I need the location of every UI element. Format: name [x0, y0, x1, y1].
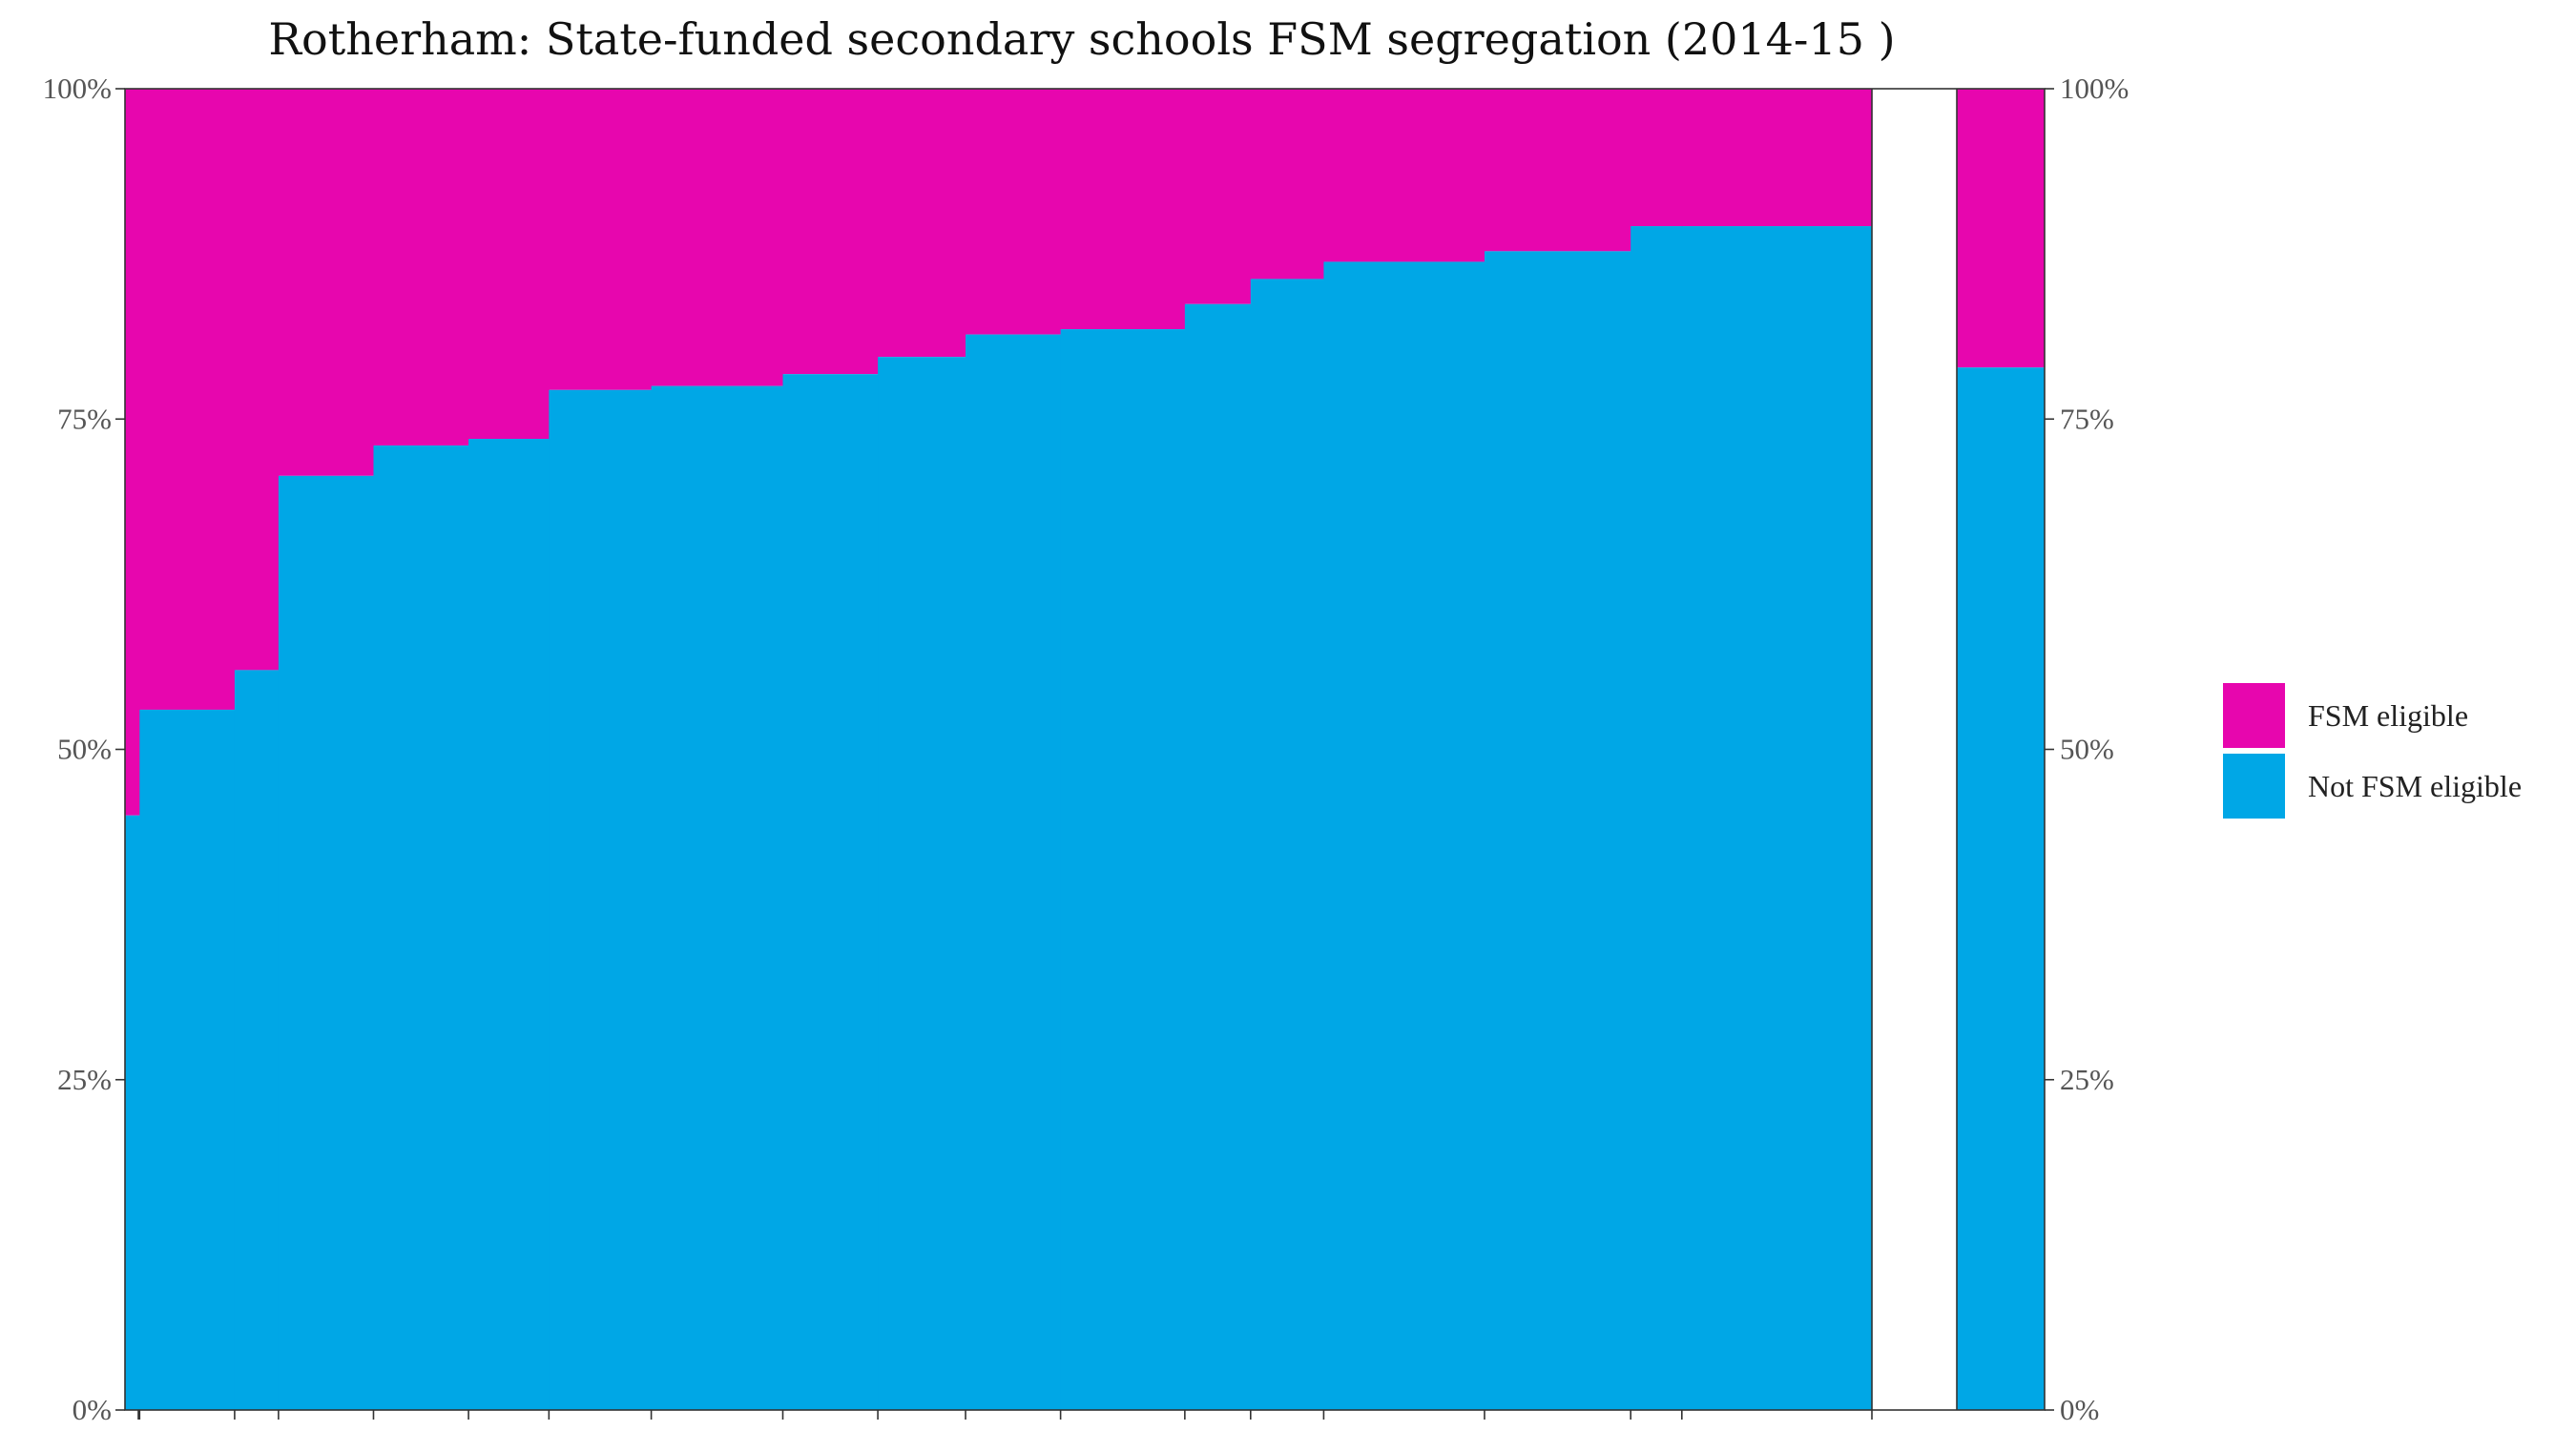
bar-fsm-eligible: [1484, 89, 1631, 252]
legend-label-fsm-eligible: FSM eligible: [2308, 698, 2468, 733]
bar-fsm-eligible: [1681, 89, 1873, 227]
y-tick-label-right: 50%: [2060, 733, 2114, 766]
bar-not-fsm-eligible: [966, 334, 1062, 1410]
bar-not-fsm-eligible: [1681, 226, 1873, 1410]
bar-fsm-eligible: [468, 89, 550, 440]
bar-not-fsm-eligible: [1250, 279, 1325, 1411]
legend: FSM eligible Not FSM eligible: [2223, 683, 2522, 819]
bar-la-not-fsm-eligible: [1957, 367, 2045, 1410]
bar-la-fsm-eligible: [1957, 89, 2045, 368]
bar-fsm-eligible: [234, 89, 280, 671]
bar-fsm-eligible: [549, 89, 653, 390]
bar-fsm-eligible: [966, 89, 1062, 335]
y-tick-label-right: 100%: [2060, 72, 2129, 105]
y-tick-label-left: 100%: [43, 72, 112, 105]
bar-fsm-eligible: [139, 89, 236, 710]
bar-fsm-eligible: [651, 89, 784, 386]
y-tick-label-left: 50%: [57, 733, 112, 766]
bar-fsm-eligible: [1060, 89, 1186, 330]
bar-not-fsm-eligible: [373, 445, 469, 1410]
y-tick-label-right: 25%: [2060, 1063, 2114, 1096]
bar-not-fsm-eligible: [1323, 261, 1485, 1410]
bar-not-fsm-eligible: [782, 374, 879, 1410]
bar-not-fsm-eligible: [1060, 329, 1186, 1410]
bar-fsm-eligible: [782, 89, 879, 375]
bar-fsm-eligible: [878, 89, 966, 358]
bar-not-fsm-eligible: [878, 357, 966, 1410]
legend-swatch-fsm-eligible: [2223, 683, 2285, 748]
y-tick-label-right: 0%: [2060, 1393, 2099, 1426]
bar-not-fsm-eligible: [1631, 226, 1683, 1410]
bar-not-fsm-eligible: [1184, 303, 1252, 1410]
bar-not-fsm-eligible: [278, 475, 375, 1410]
bar-not-fsm-eligible: [549, 389, 653, 1410]
bar-not-fsm-eligible: [139, 709, 236, 1410]
y-tick-label-right: 75%: [2060, 402, 2114, 435]
bar-fsm-eligible: [1323, 89, 1485, 262]
bar-not-fsm-eligible: [1484, 251, 1631, 1411]
y-tick-label-left: 25%: [57, 1063, 112, 1096]
bar-not-fsm-eligible: [468, 439, 550, 1410]
bar-not-fsm-eligible: [234, 670, 280, 1410]
y-tick-label-left: 0%: [73, 1393, 112, 1426]
legend-swatch-not-fsm-eligible: [2223, 754, 2285, 819]
y-tick-label-left: 75%: [57, 402, 112, 435]
plot-area: [125, 89, 2045, 1411]
bar-fsm-eligible: [373, 89, 469, 446]
axes: 0% 0% 25% 25% 50% 50% 75% 75% 100% 100%: [43, 72, 2129, 1426]
bar-fsm-eligible: [1631, 89, 1683, 227]
chart-title: Rotherham: State-funded secondary school…: [268, 13, 1895, 65]
bar-not-fsm-eligible: [651, 385, 784, 1410]
bar-fsm-eligible: [1184, 89, 1252, 304]
bar-fsm-eligible: [278, 89, 375, 476]
bar-fsm-eligible: [125, 89, 140, 816]
bar-fsm-eligible: [1250, 89, 1325, 280]
bar-not-fsm-eligible: [125, 815, 140, 1410]
legend-label-not-fsm-eligible: Not FSM eligible: [2308, 769, 2522, 803]
